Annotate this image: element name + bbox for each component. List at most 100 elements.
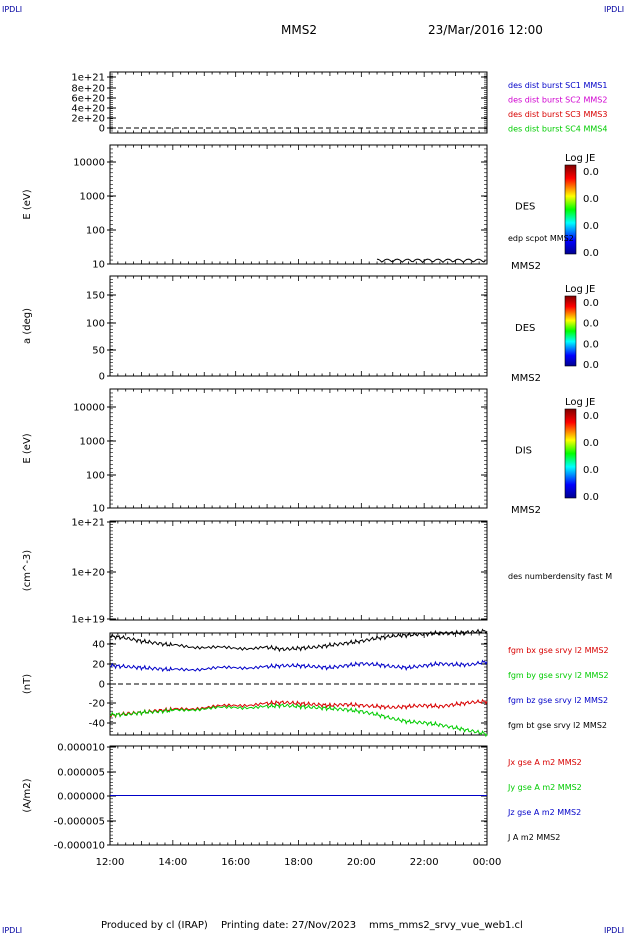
panel-frame — [109, 520, 488, 621]
y-tick-label: 10000 — [73, 158, 105, 169]
colorbar-tick-label: 0.0 — [583, 360, 599, 371]
y-tick-label: 0.000000 — [57, 792, 105, 803]
colorbar — [564, 295, 577, 367]
datetime-label: 23/Mar/2016 12:00 — [428, 23, 543, 37]
x-tick-label: 18:00 — [284, 857, 313, 868]
panel-frame — [109, 275, 488, 377]
series-label: des dist burst SC4 MMS4 — [508, 125, 607, 134]
series-line — [109, 628, 488, 653]
y-tick-label: 0 — [99, 124, 105, 135]
y-tick-label: 100 — [86, 319, 105, 330]
y-tick-label: 8e+20 — [71, 84, 105, 95]
colorbar-tick-label: 0.0 — [583, 465, 599, 476]
y-tick-label: 6e+20 — [71, 94, 105, 105]
colorbar-title: Log JE — [565, 284, 595, 295]
colorbar-tick-label: 0.0 — [583, 411, 599, 422]
y-tick-label: 1000 — [80, 192, 105, 203]
y-axis-label: E (eV) — [22, 189, 33, 219]
y-tick-label: 1e+21 — [71, 73, 105, 84]
y-axis-label: (A/m2) — [22, 778, 33, 812]
panel-des-energy — [107, 144, 577, 265]
instrument-label: DIS — [515, 446, 532, 457]
y-tick-label: 40 — [92, 640, 105, 651]
y-tick-label: 0.000005 — [57, 768, 105, 779]
y-axis-label: E (eV) — [22, 433, 33, 463]
x-tick-label: 14:00 — [158, 857, 187, 868]
x-tick-label: 12:00 — [96, 857, 125, 868]
y-tick-label: 1e+21 — [71, 518, 105, 529]
x-tick-label: 00:00 — [473, 857, 502, 868]
panel-des-pitch — [107, 275, 577, 377]
series-label: fgm by gse srvy l2 MMS2 — [508, 671, 609, 680]
colorbar-tick-label: 0.0 — [583, 194, 599, 205]
y-tick-label: 1e+20 — [71, 568, 105, 579]
panel-frame — [109, 144, 488, 265]
panel-frame — [109, 388, 488, 509]
series-label: J A m2 MMS2 — [507, 833, 560, 842]
corner-label-top-right: IPDLI — [604, 5, 624, 14]
colorbar-tick-label: 0.0 — [583, 319, 599, 330]
y-tick-label: -40 — [89, 719, 105, 730]
colorbar-tick-label: 0.0 — [583, 167, 599, 178]
colorbar-tick-label: 0.0 — [583, 221, 599, 232]
corner-label-bottom-left: IPDLI — [2, 926, 22, 934]
y-axis-label: (cm^-3) — [22, 550, 33, 591]
y-tick-label: 1e+19 — [71, 615, 105, 626]
footer-produced-by: Produced by cl (IRAP) — [101, 920, 208, 931]
y-tick-label: 100 — [86, 226, 105, 237]
colorbar-tick-label: 0.0 — [583, 298, 599, 309]
y-tick-label: -0.000005 — [54, 817, 105, 828]
y-tick-label: 20 — [92, 660, 105, 671]
y-tick-label: 0 — [99, 680, 105, 691]
series-line — [109, 659, 488, 673]
series-line — [109, 698, 488, 719]
series-label: Jz gse A m2 MMS2 — [507, 808, 581, 817]
series-label: fgm bt gse srvy l2 MMS2 — [508, 721, 607, 730]
panel-burst — [107, 71, 488, 134]
colorbar-title: Log JE — [565, 397, 595, 408]
instrument-label: DES — [515, 323, 535, 334]
colorbar-tick-label: 0.0 — [583, 339, 599, 350]
series-line — [109, 702, 488, 738]
panel-frame — [109, 71, 488, 134]
y-tick-label: 2e+20 — [71, 114, 105, 125]
corner-label-bottom-right: IPDLI — [604, 926, 624, 934]
x-tick-label: 20:00 — [347, 857, 376, 868]
probe-label: MMS2 — [511, 261, 541, 272]
instrument-label: DES — [515, 202, 535, 213]
series-label: des dist burst SC1 MMS1 — [508, 81, 607, 90]
corner-label-top-left: IPDLI — [2, 5, 22, 14]
series-label: des numberdensity fast M — [508, 572, 612, 581]
colorbar-tick-label: 0.0 — [583, 438, 599, 449]
probe-label: MMS2 — [511, 373, 541, 384]
x-tick-label: 22:00 — [410, 857, 439, 868]
series-label: edp scpot MMS2 — [508, 234, 574, 243]
series-label: des dist burst SC3 MMS3 — [508, 110, 607, 119]
colorbar-title: Log JE — [565, 153, 595, 164]
y-tick-label: 1000 — [80, 437, 105, 448]
y-tick-label: -0.000010 — [54, 841, 105, 852]
panel-dis-energy — [107, 388, 577, 509]
page-title: MMS2 — [281, 23, 317, 37]
y-tick-label: 0.000010 — [57, 743, 105, 754]
colorbar — [564, 164, 577, 255]
colorbar-tick-label: 0.0 — [583, 492, 599, 503]
footer-filename: mms_mms2_srvy_vue_web1.cl — [369, 920, 523, 931]
footer-printing-date: Printing date: 27/Nov/2023 — [221, 920, 356, 931]
y-tick-label: 10000 — [73, 403, 105, 414]
y-axis-label: (nT) — [22, 674, 33, 694]
series-line — [376, 258, 486, 264]
y-tick-label: 10 — [92, 260, 105, 271]
x-tick-label: 16:00 — [221, 857, 250, 868]
series-label: fgm bz gse srvy l2 MMS2 — [508, 696, 608, 705]
panel-fgm — [107, 628, 488, 738]
probe-label: MMS2 — [511, 505, 541, 516]
panel-current — [107, 745, 488, 846]
y-tick-label: 0 — [99, 372, 105, 383]
colorbar-tick-label: 0.0 — [583, 248, 599, 259]
y-tick-label: 4e+20 — [71, 104, 105, 115]
y-tick-label: -20 — [89, 699, 105, 710]
y-tick-label: 150 — [86, 291, 105, 302]
